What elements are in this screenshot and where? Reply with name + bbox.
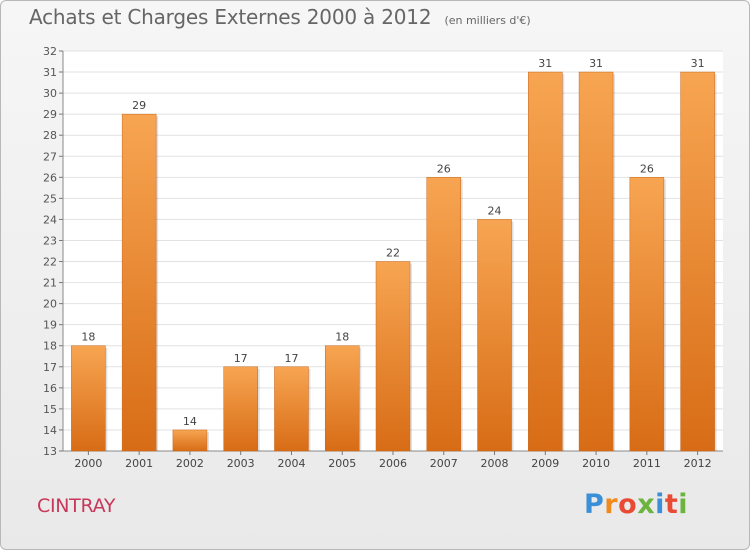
- logo-letter: i: [678, 489, 689, 520]
- y-tick-label: 26: [43, 171, 57, 184]
- bar-value-label: 22: [386, 247, 400, 260]
- x-tick-label: 2007: [430, 457, 458, 470]
- logo-letter: P: [584, 489, 605, 520]
- bar-2006: [375, 261, 411, 452]
- bar-2012: [680, 71, 715, 452]
- y-tick-label: 13: [43, 445, 57, 458]
- y-tick-label: 30: [43, 87, 57, 100]
- y-tick-label: 24: [43, 213, 57, 226]
- x-tick-label: 2010: [582, 457, 610, 470]
- y-tick-label: 22: [43, 256, 57, 269]
- bar-value-label: 31: [589, 57, 603, 70]
- bar-value-label: 26: [640, 162, 654, 175]
- x-tick-label: 2001: [125, 457, 153, 470]
- y-tick-label: 17: [43, 361, 57, 374]
- logo-letter: x: [637, 489, 656, 520]
- bar-value-label: 31: [691, 57, 705, 70]
- proxiti-logo: Proxiti: [584, 489, 688, 520]
- x-tick-label: 2011: [633, 457, 661, 470]
- y-tick-label: 18: [43, 340, 57, 353]
- y-tick-label: 32: [43, 45, 57, 58]
- y-tick-label: 29: [43, 108, 57, 121]
- bar-2011: [629, 177, 665, 452]
- bar-2003: [223, 366, 258, 452]
- y-tick-label: 21: [43, 277, 57, 290]
- bar-2010: [578, 71, 614, 452]
- x-tick-label: 2000: [74, 457, 102, 470]
- x-tick-label: 2005: [328, 457, 356, 470]
- y-tick-label: 15: [43, 403, 57, 416]
- commune-name: CINTRAY: [37, 495, 116, 517]
- y-tick-label: 19: [43, 319, 57, 332]
- bar-2004: [274, 366, 309, 452]
- y-tick-label: 25: [43, 192, 57, 205]
- y-tick-label: 23: [43, 234, 57, 247]
- x-tick-label: 2003: [227, 457, 255, 470]
- bar-value-label: 17: [234, 352, 248, 365]
- bar-2001: [121, 113, 157, 452]
- x-tick-label: 2004: [277, 457, 305, 470]
- bar-value-label: 14: [183, 415, 197, 428]
- x-tick-label: 2008: [481, 457, 509, 470]
- title-row: Achats et Charges Externes 2000 à 2012 (…: [29, 5, 531, 29]
- bar-2005: [324, 345, 360, 452]
- bar-value-label: 17: [284, 352, 298, 365]
- bar-2000: [71, 345, 106, 452]
- bar-value-label: 18: [81, 331, 95, 344]
- bar-2007: [426, 177, 462, 452]
- chart-title: Achats et Charges Externes 2000 à 2012: [29, 5, 432, 29]
- y-tick-label: 14: [43, 424, 57, 437]
- bar-value-label: 24: [488, 204, 502, 217]
- logo-letter: r: [604, 489, 619, 520]
- y-tick-label: 16: [43, 382, 57, 395]
- logo-letter: i: [655, 489, 665, 520]
- bar-value-label: 31: [538, 57, 552, 70]
- x-tick-label: 2009: [531, 457, 559, 470]
- x-tick-label: 2006: [379, 457, 407, 470]
- logo-letter: o: [618, 489, 638, 520]
- y-tick-label: 28: [43, 129, 57, 142]
- logo-letter: t: [664, 489, 679, 520]
- x-tick-label: 2002: [176, 457, 204, 470]
- bar-2009: [528, 71, 563, 452]
- y-tick-label: 31: [43, 66, 57, 79]
- bar-value-label: 26: [437, 162, 451, 175]
- bar-value-label: 29: [132, 99, 146, 112]
- bar-2002: [172, 429, 208, 452]
- bar-value-label: 18: [335, 331, 349, 344]
- bar-2008: [477, 219, 512, 452]
- y-tick-label: 20: [43, 298, 57, 311]
- chart-subtitle: (en milliers d'€): [444, 14, 531, 27]
- y-tick-label: 27: [43, 150, 57, 163]
- x-tick-label: 2012: [684, 457, 712, 470]
